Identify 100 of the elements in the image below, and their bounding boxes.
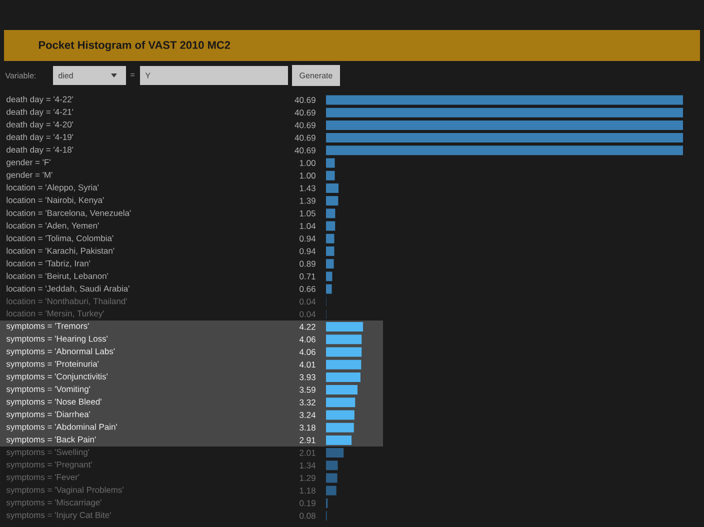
bar [326,158,335,168]
y-tick-label: location = 'Mersin, Turkey' [6,310,104,318]
bar [326,410,354,420]
bar [326,334,362,344]
bar [326,208,336,218]
y-tick-label: location = 'Tolima, Colombia' [6,234,114,242]
bar [326,170,335,180]
data-label: 3.18 [300,424,316,431]
data-label: 40.69 [294,122,316,128]
data-label: 1.04 [300,222,316,229]
data-label: 0.94 [300,236,316,242]
data-label: 4.06 [299,348,316,355]
bar [326,133,683,143]
y-tick-label: symptoms = 'Proteinuria' [6,360,99,369]
y-tick-label: location = 'Aden, Yemen' [6,222,99,230]
y-tick-label: gender = 'M' [6,172,52,180]
data-label: 1.05 [300,210,316,216]
y-tick-label: death day = '4-19' [6,134,74,142]
data-label: 0.19 [300,500,316,506]
y-tick-label: symptoms = 'Miscarriage' [6,499,102,508]
data-label: 0.66 [300,286,316,292]
text: Pocket Histogram of VAST 2010 MC2 [38,40,230,52]
y-tick-label: symptoms = 'Vaginal Problems' [6,486,124,495]
data-label: 2.91 [300,437,316,444]
data-label: 0.04 [300,298,316,305]
bar [326,234,334,244]
y-tick-label: symptoms = 'Diarrhea' [6,411,90,419]
y-tick-label: death day = '4-21' [6,108,74,117]
bar [326,435,352,445]
bar [326,460,338,470]
bar [326,221,336,231]
bar [326,322,364,332]
bar [326,448,344,458]
y-tick-label: location = 'Jeddah, Saudi Arabia' [6,285,130,293]
y-tick-label: location = 'Tabriz, Iran' [6,260,90,268]
data-label: 0.94 [300,248,316,254]
bar [326,196,338,206]
data-label: 1.43 [300,185,316,192]
y-tick-label: location = 'Barcelona, Venezuela' [6,210,131,218]
text: Y [145,72,150,78]
bar [326,347,362,357]
y-tick-label: symptoms = 'Injury Cat Bite' [6,512,111,520]
bar [326,120,683,130]
data-label: 3.93 [300,374,316,380]
y-tick-label: location = 'Nonthaburi, Thailand' [6,298,127,306]
data-label: 3.32 [300,399,316,406]
y-tick-label: gender = 'F' [6,159,50,167]
bar [326,422,354,432]
data-label: 1.39 [300,198,316,204]
data-label: 0.89 [300,260,316,267]
data-label: 2.01 [300,450,316,456]
data-label: 3.24 [300,412,316,418]
y-tick-label: location = 'Nairobi, Kenya' [6,196,104,205]
data-label: 3.59 [300,386,316,393]
data-label: 40.69 [294,110,316,116]
y-tick-label: symptoms = 'Swelling' [6,448,90,457]
bar [326,486,336,496]
y-tick-label: symptoms = 'Conjunctivitis' [6,373,108,382]
y-tick-label: symptoms = 'Abnormal Labs' [6,348,115,356]
bar [326,372,360,382]
bar [326,473,338,483]
data-label: 1.18 [300,488,316,494]
y-tick-label: symptoms = 'Nose Bleed' [6,398,102,406]
bar [326,108,683,118]
data-label: 0.71 [300,273,316,280]
y-tick-label: symptoms = 'Hearing Loss' [6,335,108,344]
data-label: 4.22 [299,324,316,330]
y-tick-label: death day = '4-18' [6,146,74,154]
bar [326,183,339,193]
y-tick-label: location = 'Beirut, Lebanon' [6,272,108,280]
y-tick-label: location = 'Karachi, Pakistan' [6,248,114,255]
bar [326,385,358,395]
data-label: 1.29 [300,474,316,481]
bar [326,95,683,105]
bar [326,284,332,294]
data-label: 40.69 [294,147,316,154]
y-tick-label: location = 'Aleppo, Syria' [6,184,99,192]
y-tick-label: death day = '4-20' [6,121,74,130]
bar [326,360,362,370]
text: Variable: [5,72,36,78]
text: Generate [300,72,332,78]
bar [326,272,332,282]
bar [326,259,334,269]
y-tick-label: death day = '4-22' [6,96,74,104]
data-label: 1.34 [300,462,316,468]
data-label: 40.69 [294,134,316,141]
data-label: 1.00 [300,172,316,179]
data-label: 1.00 [300,160,316,166]
y-tick-label: symptoms = 'Abdominal Pain' [6,424,117,432]
y-tick-label: symptoms = 'Back Pain' [6,436,96,444]
data-label: 4.06 [299,336,316,342]
bar [326,246,334,256]
text: = [130,74,134,76]
bar [326,398,356,408]
data-label: 0.08 [300,512,316,519]
data-label: 40.69 [294,96,316,103]
y-tick-label: symptoms = 'Vomiting' [6,386,90,394]
text: died [58,72,73,78]
y-tick-label: symptoms = 'Tremors' [6,322,89,331]
bar [326,146,683,156]
